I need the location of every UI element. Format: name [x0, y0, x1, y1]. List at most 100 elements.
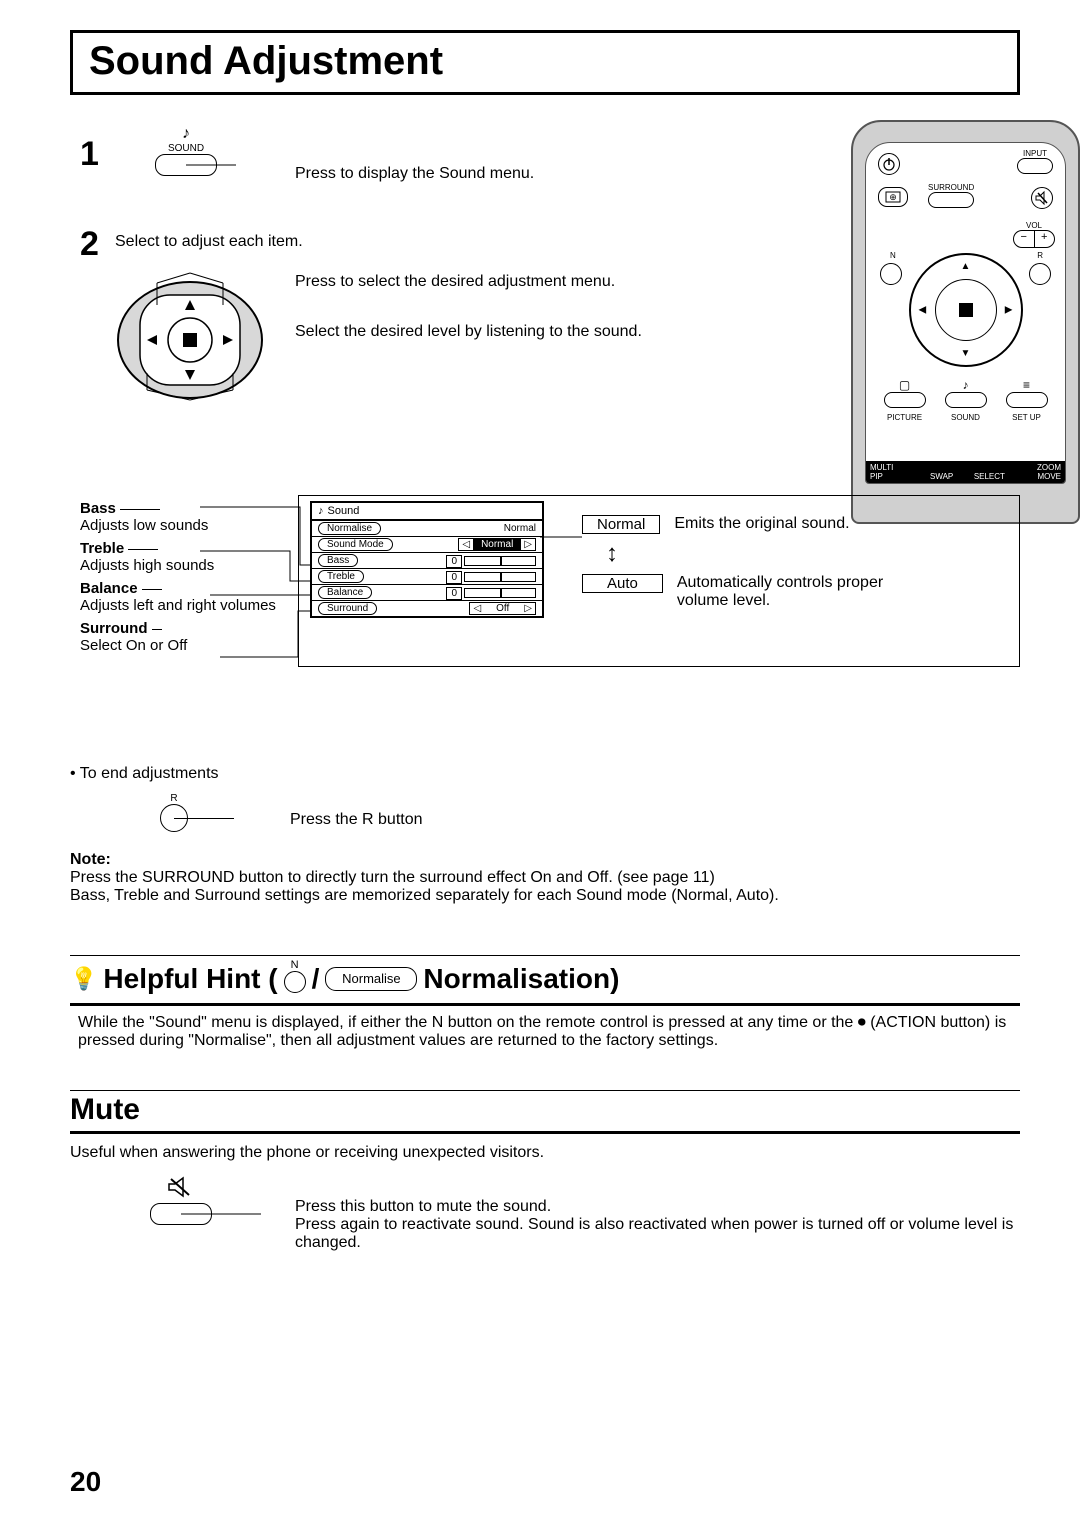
- vol-down[interactable]: −: [1014, 231, 1035, 247]
- end-adjustments-text: Press the R button: [290, 811, 423, 829]
- picture-icon: ▢: [884, 378, 926, 392]
- osd-normalise-value: Normal: [504, 523, 536, 534]
- step-2-text-a: Press to select the desired adjustment m…: [295, 273, 615, 291]
- step-1-text: Press to display the Sound menu.: [295, 165, 534, 183]
- page-number: 20: [70, 1466, 101, 1498]
- surround-title: Surround: [80, 620, 148, 637]
- setup-label: SET UP: [1006, 413, 1048, 422]
- osd-bass-slider[interactable]: [464, 556, 536, 566]
- osd-title-text: Sound: [328, 505, 360, 517]
- mode-connector: [540, 531, 590, 543]
- hint-prefix: Helpful Hint (: [103, 963, 277, 995]
- power-icon[interactable]: [878, 153, 900, 175]
- nav-ring[interactable]: ▲ ▼ ◀ ▶: [909, 253, 1023, 367]
- osd-treble-value: 0: [446, 571, 462, 584]
- note-line-1: Press the SURROUND button to directly tu…: [70, 869, 1020, 887]
- input-button[interactable]: [1017, 158, 1053, 174]
- normal-mode-desc: Emits the original sound.: [674, 515, 849, 533]
- mute-button-remote[interactable]: [1031, 187, 1053, 209]
- down-arrow-icon[interactable]: ▼: [961, 348, 971, 359]
- mute-icon: [150, 1176, 212, 1203]
- treble-title: Treble: [80, 540, 124, 557]
- mute-line-1: Press this button to mute the sound.: [295, 1198, 1020, 1216]
- balance-title: Balance: [80, 580, 138, 597]
- end-adjustments-bullet: • To end adjustments: [70, 765, 1020, 783]
- auto-mode-desc: Automatically controls proper volume lev…: [677, 574, 907, 610]
- step-2-intro: Select to adjust each item.: [115, 233, 303, 251]
- vol-up[interactable]: +: [1035, 231, 1055, 247]
- hint-normalise-button[interactable]: Normalise: [325, 967, 417, 991]
- svg-text:⊕: ⊕: [889, 192, 897, 202]
- n-button[interactable]: [880, 263, 902, 285]
- select-label: SELECT: [966, 472, 1014, 481]
- auto-mode-box: Auto: [582, 574, 663, 593]
- surround-label: SURROUND: [928, 183, 974, 192]
- updown-arrow-icon: ↕: [606, 540, 907, 568]
- navigation-pad-diagram: [105, 265, 275, 405]
- picture-button[interactable]: [884, 392, 926, 408]
- swap-label: SWAP: [918, 472, 966, 481]
- pip-label: PIP: [870, 472, 918, 481]
- right-arrow-icon[interactable]: ▶: [1005, 305, 1013, 316]
- move-label: MOVE: [1013, 472, 1061, 481]
- r-button[interactable]: [160, 804, 188, 832]
- bass-title: Bass: [80, 500, 116, 517]
- normal-mode-box: Normal: [582, 515, 660, 534]
- hint-n-label: N: [284, 960, 306, 971]
- osd-treble-label[interactable]: Treble: [318, 570, 364, 583]
- label-connectors: [170, 495, 315, 675]
- r-button-label: R: [160, 793, 188, 804]
- osd-normalise-button[interactable]: Normalise: [318, 522, 381, 535]
- up-arrow-icon[interactable]: ▲: [961, 261, 971, 272]
- mute-line-2: Press again to reactivate sound. Sound i…: [295, 1216, 1020, 1252]
- osd-surround-label[interactable]: Surround: [318, 602, 377, 615]
- osd-sound-mode-label[interactable]: Sound Mode: [318, 538, 393, 551]
- osd-surround-value[interactable]: ◁Off▷: [469, 602, 536, 615]
- page-title-box: Sound Adjustment: [70, 30, 1020, 95]
- osd-sound-mode-value[interactable]: ◁Normal▷: [458, 538, 536, 551]
- hint-n-button[interactable]: [284, 971, 306, 993]
- aspect-button[interactable]: ⊕: [878, 187, 908, 207]
- picture-label: PICTURE: [884, 413, 926, 422]
- n-label-remote: N: [890, 251, 896, 260]
- surround-button[interactable]: [928, 192, 974, 208]
- action-button[interactable]: [935, 279, 997, 341]
- mute-title: Mute: [70, 1093, 1020, 1127]
- osd-balance-label[interactable]: Balance: [318, 586, 372, 599]
- sound-icon-remote: ♪: [945, 378, 987, 392]
- osd-bass-label[interactable]: Bass: [318, 554, 358, 567]
- osd-treble-slider[interactable]: [464, 572, 536, 582]
- setup-button[interactable]: [1006, 392, 1048, 408]
- multi-label: MULTI: [870, 463, 918, 472]
- osd-sound-menu: ♪ Sound Normalise Normal Sound Mode ◁Norm…: [310, 501, 544, 618]
- zoom-label: ZOOM: [1013, 463, 1061, 472]
- osd-bass-value: 0: [446, 555, 462, 568]
- sound-button-label: SOUND: [155, 143, 217, 154]
- osd-note-icon: ♪: [318, 505, 324, 517]
- step-2-number: 2: [80, 225, 99, 264]
- note-heading: Note:: [70, 851, 111, 868]
- mute-intro: Useful when answering the phone or recei…: [70, 1144, 1020, 1162]
- remote-control-diagram: INPUT ⊕ SURROUND VOL − +: [851, 120, 1080, 524]
- note-line-2: Bass, Treble and Surround settings are m…: [70, 887, 1020, 905]
- setup-icon: ≡: [1006, 378, 1048, 392]
- music-note-icon: ♪: [155, 125, 217, 143]
- hint-suffix: Normalisation): [423, 963, 619, 995]
- step-2-text-b: Select the desired level by listening to…: [295, 323, 642, 341]
- sound-label-remote: SOUND: [945, 413, 987, 422]
- osd-balance-slider[interactable]: [464, 588, 536, 598]
- lightbulb-icon: 💡: [70, 966, 97, 992]
- left-arrow-icon[interactable]: ◀: [919, 305, 927, 316]
- hint-body: While the "Sound" menu is displayed, if …: [70, 1014, 1020, 1050]
- vol-label: VOL: [1013, 221, 1055, 230]
- r-button-remote[interactable]: [1029, 263, 1051, 285]
- sound-button[interactable]: [155, 154, 217, 176]
- hint-slash: /: [312, 963, 320, 995]
- page-title: Sound Adjustment: [89, 39, 1001, 84]
- r-label-remote: R: [1037, 251, 1043, 260]
- step-1-number: 1: [80, 135, 99, 174]
- osd-balance-value: 0: [446, 587, 462, 600]
- sound-button-remote[interactable]: [945, 392, 987, 408]
- mute-button[interactable]: [150, 1203, 212, 1225]
- input-label: INPUT: [1017, 149, 1053, 158]
